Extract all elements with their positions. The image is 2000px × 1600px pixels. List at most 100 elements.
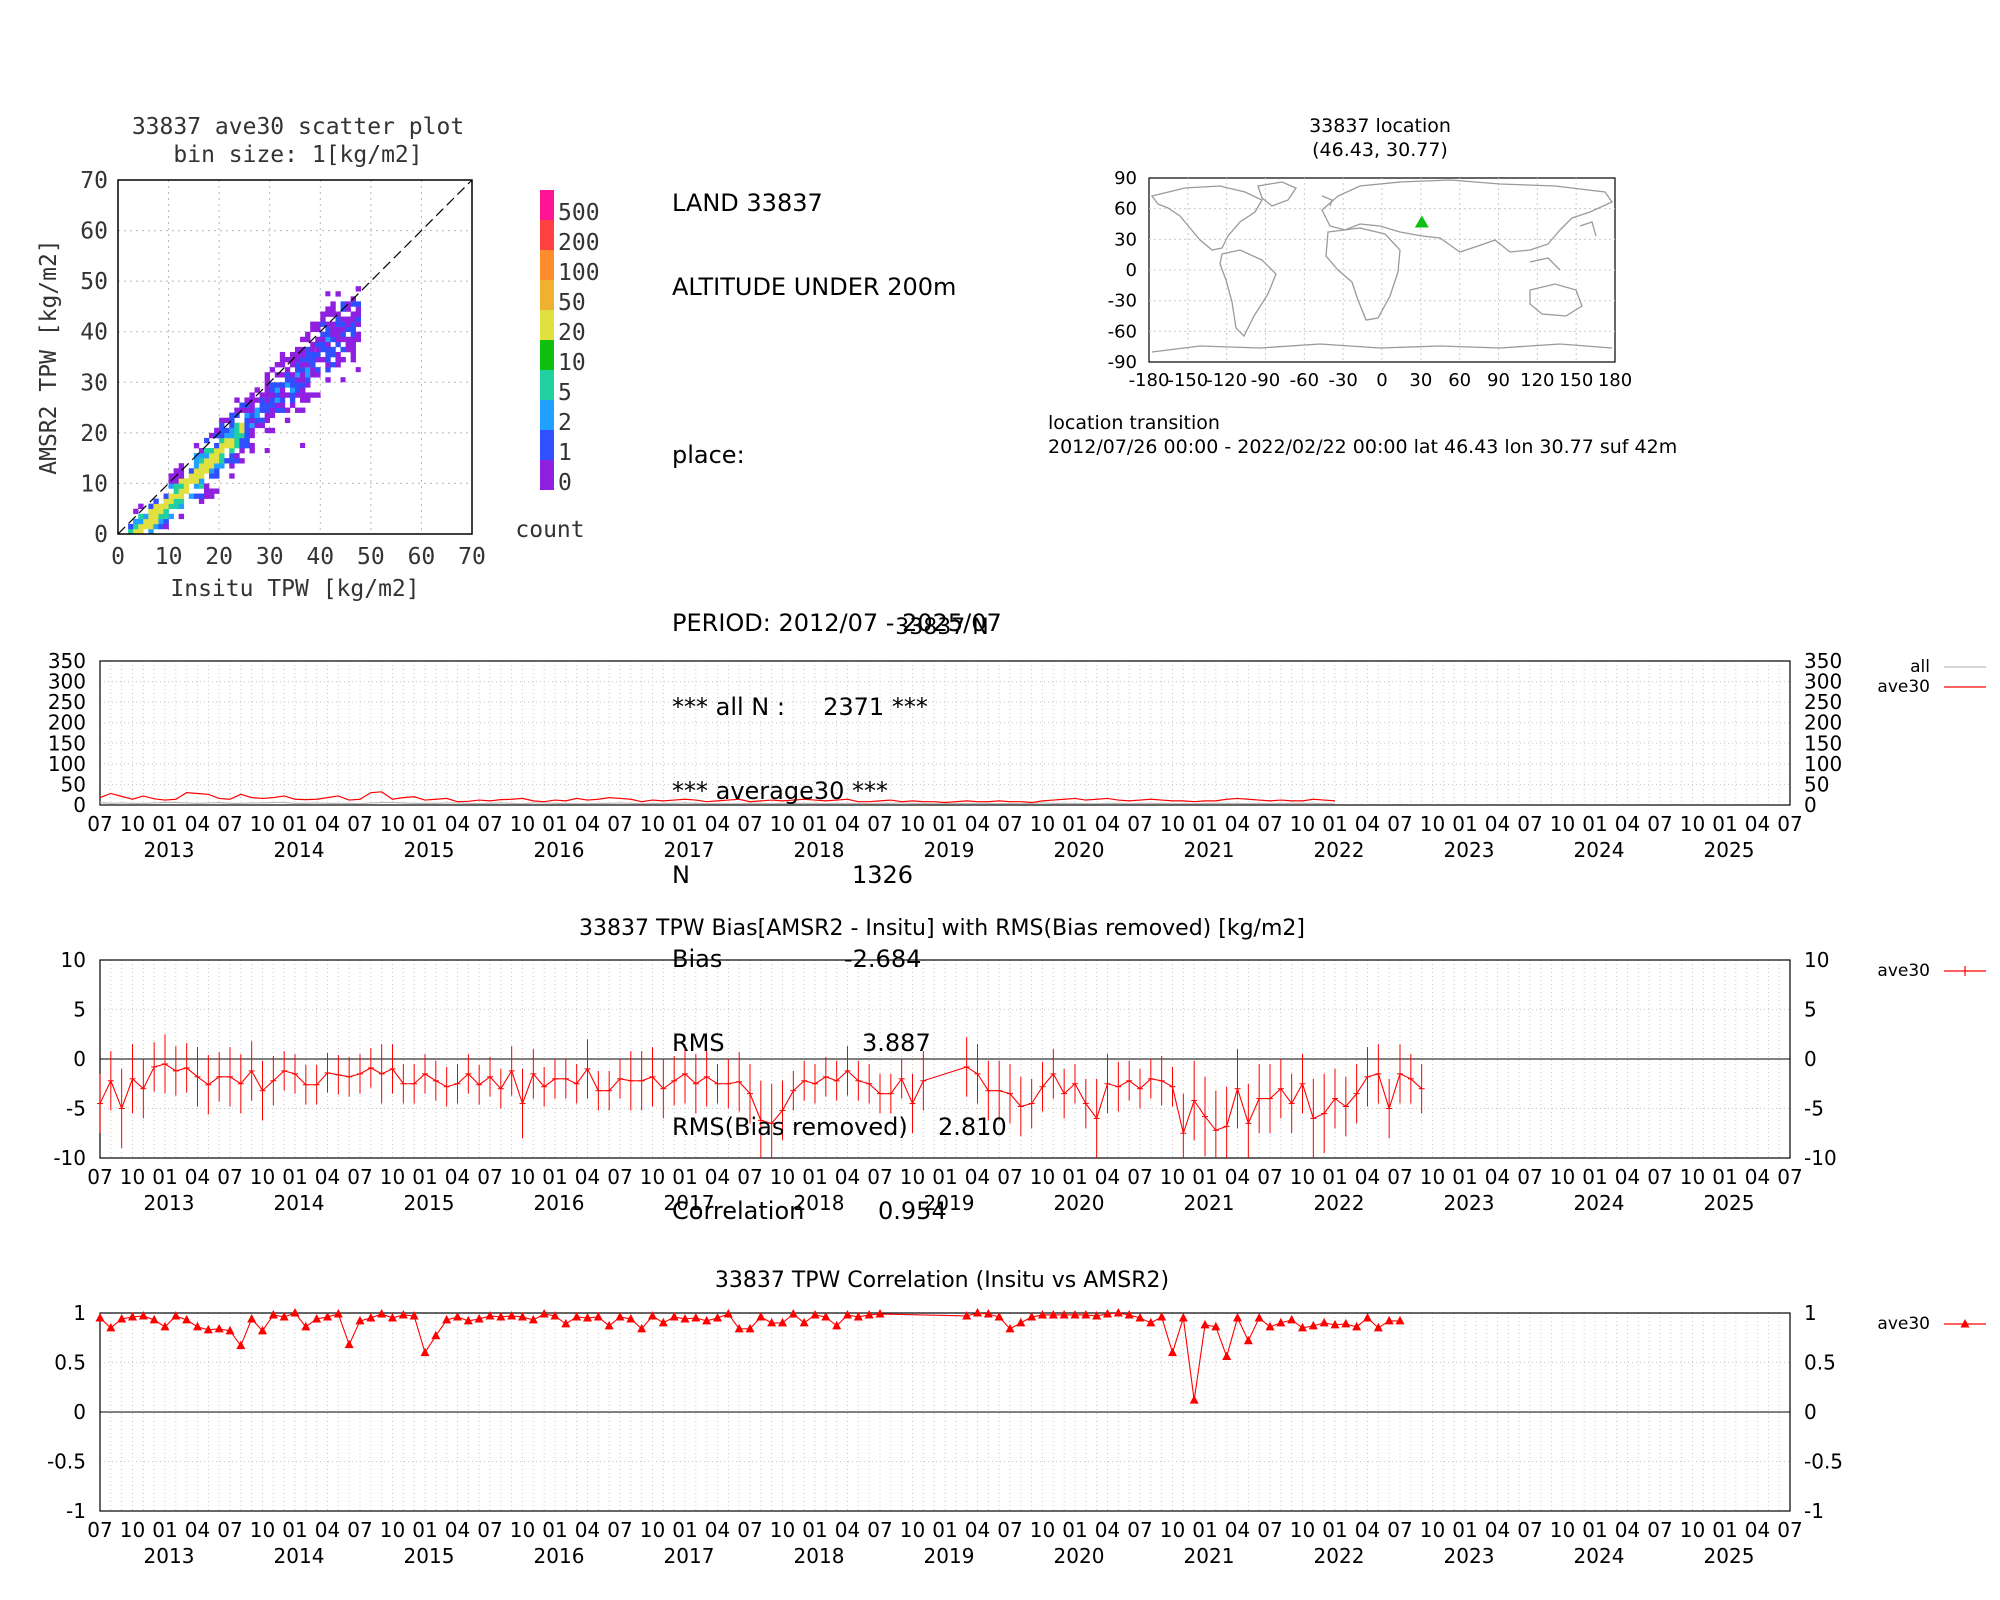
stat-label-correlation: Correlation xyxy=(672,1197,805,1225)
scatter-ylabel: AMSR2 TPW [kg/m2] xyxy=(36,239,62,474)
scatter-bin xyxy=(259,402,265,408)
ts-month-label: 04 xyxy=(1745,1165,1770,1189)
ts-month-label: 04 xyxy=(185,1518,210,1542)
scatter-bin xyxy=(163,498,169,504)
ts-month-label: 10 xyxy=(1550,812,1575,836)
ts-month-label: 07 xyxy=(87,1165,112,1189)
scatter-bin xyxy=(158,503,164,510)
ts-month-label: 04 xyxy=(1485,1165,1510,1189)
stat-value-bias: -2.684 xyxy=(844,945,922,973)
scatter-bin xyxy=(350,351,356,358)
map-subtitle: (46.43, 30.77) xyxy=(1312,139,1448,161)
scatter-bin xyxy=(340,331,346,338)
map-lat-label: -30 xyxy=(1108,291,1137,312)
ts-year-label: 2019 xyxy=(924,838,975,862)
scatter-bin xyxy=(284,367,291,373)
scatter-bin xyxy=(300,382,306,388)
ts-month-label: 10 xyxy=(1680,1518,1705,1542)
corr-point xyxy=(832,1320,842,1330)
scatter-bin xyxy=(173,498,179,504)
ts-month-label: 07 xyxy=(1517,1165,1542,1189)
ts-month-label: 10 xyxy=(770,1165,795,1189)
ts-month-label: 01 xyxy=(1452,1165,1477,1189)
ts-month-label: 01 xyxy=(412,1165,437,1189)
scatter-bin xyxy=(330,301,336,307)
corr-point xyxy=(1113,1308,1123,1317)
ts-month-label: 10 xyxy=(380,1518,405,1542)
ts-year-label: 2016 xyxy=(534,1191,585,1215)
scatter-bin xyxy=(335,362,341,368)
scatter-bin xyxy=(239,458,245,464)
ts-month-label: 07 xyxy=(607,1165,632,1189)
scatter-bin xyxy=(264,448,270,454)
scatter-bin xyxy=(325,351,331,358)
scatter-bin xyxy=(279,372,286,378)
n-panel-title: 33837 N xyxy=(895,615,988,640)
ts-year-label: 2024 xyxy=(1574,1191,1625,1215)
ts-month-label: 04 xyxy=(1225,1518,1250,1542)
legend-label-ave30: ave30 xyxy=(1877,677,1930,697)
stat-value-rms: 3.887 xyxy=(862,1029,931,1057)
scatter-bin xyxy=(244,442,250,449)
map-lon-label: 150 xyxy=(1559,370,1593,391)
corr-point xyxy=(225,1325,235,1335)
colorbar-cell xyxy=(540,310,554,340)
ts-month-label: 07 xyxy=(607,1518,632,1542)
ts-month-label: 07 xyxy=(1777,812,1802,836)
ts-month-label: 07 xyxy=(1517,1518,1542,1542)
scatter-bin xyxy=(315,357,321,363)
ts-month-label: 04 xyxy=(1095,1518,1120,1542)
scatter-bin xyxy=(143,518,149,525)
ts-year-label: 2023 xyxy=(1444,838,1495,862)
info-period: PERIOD: 2012/07 - 2025/07 xyxy=(672,609,1002,637)
scatter-bin xyxy=(229,417,235,424)
scatter-bin xyxy=(295,357,301,363)
ts-month-label: 10 xyxy=(120,1165,145,1189)
colorbar-label: 2 xyxy=(558,410,572,436)
ts-year-label: 2022 xyxy=(1314,1544,1365,1568)
ts-month-label: 04 xyxy=(1485,1518,1510,1542)
scatter-bin xyxy=(350,311,356,317)
scatter-bin xyxy=(269,392,276,398)
corr-point xyxy=(258,1325,267,1335)
scatter-bin xyxy=(325,367,331,373)
corr-point xyxy=(1124,1309,1134,1319)
scatter-bin xyxy=(198,468,205,474)
ts-year-label: 2015 xyxy=(404,838,455,862)
corr-point xyxy=(1092,1310,1102,1320)
map-lon-label: -120 xyxy=(1206,370,1247,391)
scatter-bin xyxy=(193,458,200,464)
scatter-ticks: 00 10 10 20 20 30 30 40 40 50 50 60 60 70 70 xyxy=(80,168,486,570)
ts-month-label: 07 xyxy=(87,1518,112,1542)
scatter-bin xyxy=(264,417,271,424)
ts-month-label: 01 xyxy=(282,1165,307,1189)
ts-month-label: 04 xyxy=(965,1165,990,1189)
scatter-bin xyxy=(254,407,260,413)
ts-ytick-label-right: -5 xyxy=(1804,1097,1824,1121)
scatter-bin xyxy=(249,422,255,429)
scatter-bin xyxy=(254,412,260,418)
scatter-bin xyxy=(310,357,316,363)
map-lon-label: 0 xyxy=(1376,370,1387,391)
info-place: place: xyxy=(672,441,745,469)
scatter-bin xyxy=(219,422,225,429)
map-lat-label: 60 xyxy=(1114,199,1137,220)
scatter-bin xyxy=(335,336,341,343)
ts-month-label: 10 xyxy=(1290,1165,1315,1189)
ts-month-label: 01 xyxy=(672,1518,697,1542)
ts-ytick-label-right: 50 xyxy=(1804,772,1829,796)
scatter-bin xyxy=(310,346,316,352)
ts-month-label: 07 xyxy=(1647,812,1672,836)
ts-ytick-label-left: 0 xyxy=(73,793,86,817)
scatter-bin xyxy=(269,402,276,408)
scatter-bin xyxy=(350,341,356,348)
scatter-bin xyxy=(264,377,271,383)
scatter-bin xyxy=(295,392,301,398)
map-lon-label: 90 xyxy=(1487,370,1510,391)
ts-month-label: 04 xyxy=(1095,812,1120,836)
scatter-bin xyxy=(234,407,240,413)
scatter-bin xyxy=(325,326,331,333)
ts-month-label: 10 xyxy=(1680,812,1705,836)
